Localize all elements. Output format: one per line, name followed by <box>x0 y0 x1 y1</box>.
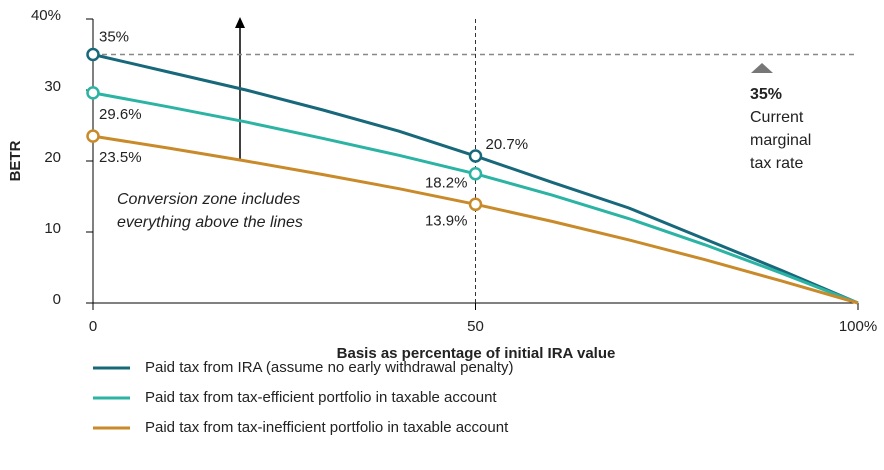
x-tick-label: 0 <box>89 318 97 335</box>
point-marker <box>468 167 483 181</box>
x-tick-label: 100% <box>839 318 877 335</box>
x-axis-title: Basis as percentage of initial IRA value <box>337 345 616 362</box>
x-tick-label: 50 <box>467 318 484 335</box>
reference-label: 35% <box>750 86 782 103</box>
legend-label: Paid tax from tax-efficient portfolio in… <box>145 389 497 406</box>
legend-label: Paid tax from IRA (assume no early withd… <box>145 359 514 376</box>
value-label: 29.6% <box>99 106 142 123</box>
reference-text: Current <box>750 109 804 126</box>
point-marker <box>86 129 100 143</box>
point-marker <box>86 86 100 100</box>
y-tick-label: 40% <box>31 7 61 24</box>
value-label: 18.2% <box>425 175 468 192</box>
annotation: Conversion zone includes <box>117 191 300 208</box>
value-label: 13.9% <box>425 212 468 229</box>
y-tick-label: 0 <box>53 291 61 308</box>
y-axis-title: BETR <box>7 140 24 181</box>
point-marker <box>468 149 483 163</box>
reference-text: tax rate <box>750 155 803 172</box>
y-tick-label: 30 <box>44 78 61 95</box>
annotation: everything above the lines <box>117 214 303 231</box>
value-label: 20.7% <box>486 136 529 153</box>
legend-label: Paid tax from tax-inefficient portfolio … <box>145 419 509 436</box>
reference-marker <box>751 63 773 73</box>
value-label: 23.5% <box>99 149 142 166</box>
point-marker <box>86 47 100 62</box>
value-label: 35% <box>99 28 129 45</box>
y-tick-label: 20 <box>44 149 61 166</box>
reference-text: marginal <box>750 132 811 149</box>
arrow-head <box>235 17 245 28</box>
point-marker <box>468 197 483 212</box>
y-tick-label: 10 <box>44 220 61 237</box>
